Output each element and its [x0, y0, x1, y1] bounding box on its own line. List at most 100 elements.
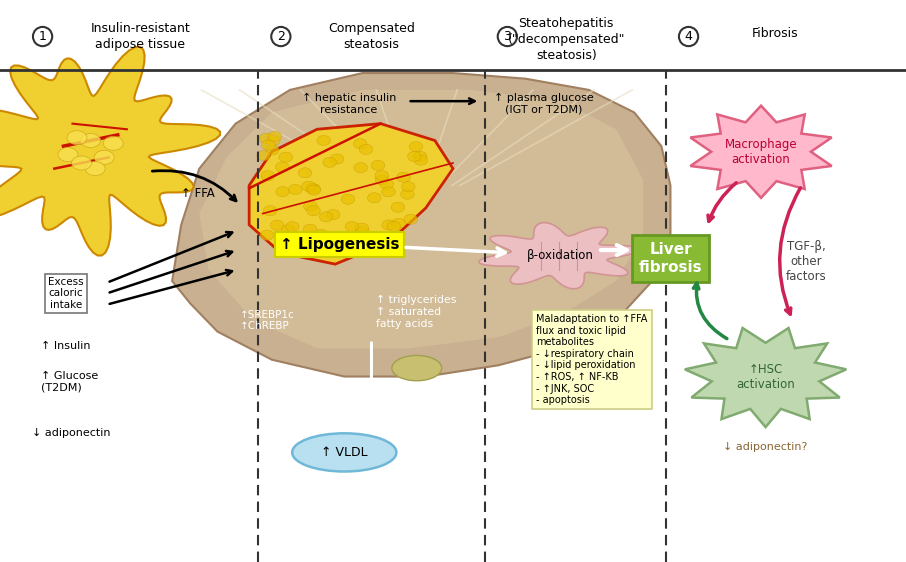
Ellipse shape — [259, 133, 273, 143]
Ellipse shape — [266, 135, 280, 146]
Ellipse shape — [294, 234, 307, 244]
Ellipse shape — [354, 162, 368, 173]
Ellipse shape — [401, 182, 415, 192]
Ellipse shape — [305, 231, 319, 241]
Ellipse shape — [293, 433, 397, 472]
Ellipse shape — [85, 162, 105, 175]
Ellipse shape — [342, 194, 355, 204]
Text: Fibrosis: Fibrosis — [751, 27, 798, 40]
Text: ↑ hepatic insulin
resistance: ↑ hepatic insulin resistance — [302, 93, 396, 115]
Ellipse shape — [264, 206, 277, 216]
Ellipse shape — [414, 155, 428, 165]
Ellipse shape — [391, 356, 442, 381]
Ellipse shape — [275, 187, 289, 197]
Ellipse shape — [353, 139, 367, 149]
Ellipse shape — [307, 184, 321, 194]
Ellipse shape — [58, 148, 78, 162]
Ellipse shape — [307, 185, 321, 195]
Ellipse shape — [381, 234, 395, 244]
Text: ↓ adiponectin: ↓ adiponectin — [32, 428, 111, 438]
Text: ↑ FFA: ↑ FFA — [181, 187, 215, 201]
Ellipse shape — [397, 172, 410, 182]
Ellipse shape — [382, 220, 396, 230]
Text: ↑ Insulin: ↑ Insulin — [41, 341, 91, 351]
Polygon shape — [685, 328, 846, 427]
Text: ↑ Glucose
(T2DM): ↑ Glucose (T2DM) — [41, 371, 98, 393]
Text: ↑ triglycerides
↑ saturated
fatty acids: ↑ triglycerides ↑ saturated fatty acids — [376, 295, 457, 329]
Text: 3: 3 — [504, 30, 511, 43]
Ellipse shape — [391, 202, 405, 212]
Ellipse shape — [270, 220, 284, 230]
Ellipse shape — [298, 167, 312, 178]
Ellipse shape — [381, 187, 395, 197]
Text: ↓ adiponectin?: ↓ adiponectin? — [723, 442, 808, 452]
Ellipse shape — [279, 152, 293, 162]
Ellipse shape — [288, 184, 302, 194]
Ellipse shape — [319, 212, 333, 222]
Ellipse shape — [305, 183, 319, 193]
Text: ↑ plasma glucose
(IGT or T2DM): ↑ plasma glucose (IGT or T2DM) — [494, 93, 593, 115]
Polygon shape — [479, 223, 639, 289]
Text: Excess
caloric
intake: Excess caloric intake — [48, 277, 84, 310]
Ellipse shape — [371, 160, 385, 170]
Ellipse shape — [380, 179, 393, 189]
Ellipse shape — [103, 137, 123, 150]
Ellipse shape — [356, 226, 370, 237]
Ellipse shape — [262, 140, 275, 150]
Ellipse shape — [304, 201, 317, 211]
Text: 4: 4 — [685, 30, 692, 43]
Polygon shape — [199, 90, 643, 348]
Ellipse shape — [368, 193, 381, 203]
Ellipse shape — [94, 151, 114, 164]
Ellipse shape — [352, 237, 366, 247]
Ellipse shape — [323, 157, 336, 167]
Ellipse shape — [256, 151, 270, 161]
Ellipse shape — [72, 156, 92, 170]
Ellipse shape — [410, 142, 423, 152]
Text: β-oxidation: β-oxidation — [526, 249, 593, 262]
Text: Maladaptation to ↑FFA
flux and toxic lipid
metabolites
- ↓respiratory chain
- ↓l: Maladaptation to ↑FFA flux and toxic lip… — [536, 314, 648, 405]
Ellipse shape — [375, 175, 389, 185]
Ellipse shape — [81, 134, 101, 148]
Ellipse shape — [400, 189, 414, 200]
Text: Steatohepatitis
("decompensated"
steatosis): Steatohepatitis ("decompensated" steatos… — [507, 17, 625, 62]
Ellipse shape — [387, 221, 400, 232]
Ellipse shape — [67, 131, 87, 144]
Ellipse shape — [355, 223, 369, 233]
Ellipse shape — [268, 132, 282, 142]
Ellipse shape — [317, 135, 331, 146]
Ellipse shape — [375, 170, 389, 180]
Polygon shape — [0, 47, 220, 256]
Ellipse shape — [391, 219, 405, 229]
Text: Liver
fibrosis: Liver fibrosis — [639, 242, 702, 275]
Ellipse shape — [345, 221, 359, 232]
Ellipse shape — [408, 151, 421, 161]
Text: ↑ Lipogenesis: ↑ Lipogenesis — [280, 237, 400, 252]
Ellipse shape — [285, 221, 299, 232]
Polygon shape — [249, 124, 453, 264]
Ellipse shape — [314, 229, 328, 239]
Polygon shape — [172, 73, 670, 377]
Ellipse shape — [360, 144, 373, 155]
Ellipse shape — [302, 181, 315, 191]
Text: TGF-β,
other
factors: TGF-β, other factors — [786, 240, 826, 283]
Ellipse shape — [306, 206, 320, 216]
Ellipse shape — [404, 214, 418, 224]
Ellipse shape — [331, 154, 344, 164]
Text: 1: 1 — [39, 30, 46, 43]
Ellipse shape — [304, 224, 317, 234]
Polygon shape — [690, 106, 832, 198]
Text: Insulin-resistant
adipose tissue: Insulin-resistant adipose tissue — [91, 22, 190, 51]
Text: ↑ VLDL: ↑ VLDL — [321, 446, 368, 459]
Text: ↑HSC
activation: ↑HSC activation — [737, 362, 795, 391]
Ellipse shape — [275, 162, 289, 172]
Ellipse shape — [265, 145, 279, 155]
Text: 2: 2 — [277, 30, 284, 43]
Ellipse shape — [310, 235, 323, 245]
Text: Macrophage
activation: Macrophage activation — [725, 138, 797, 166]
Ellipse shape — [260, 230, 274, 240]
Ellipse shape — [413, 151, 427, 161]
Text: ↑SREBP1c
↑ChREBP: ↑SREBP1c ↑ChREBP — [240, 310, 294, 331]
Ellipse shape — [326, 210, 340, 220]
Text: Compensated
steatosis: Compensated steatosis — [328, 22, 415, 51]
